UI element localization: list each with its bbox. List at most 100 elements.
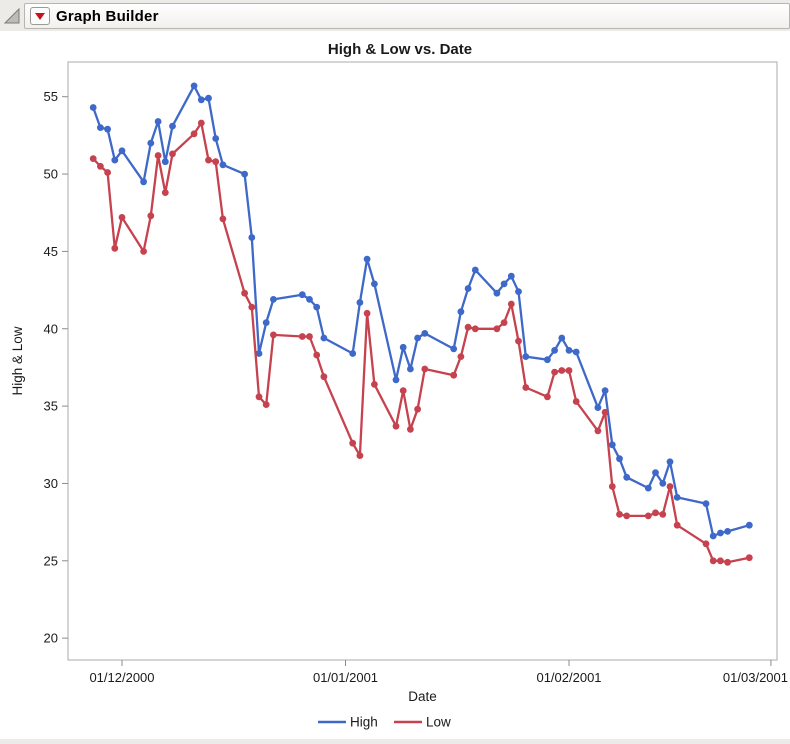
data-point-high[interactable] bbox=[565, 347, 573, 354]
data-point-low[interactable] bbox=[745, 554, 753, 562]
data-point-high[interactable] bbox=[414, 334, 421, 342]
legend-item-low[interactable]: Low bbox=[394, 715, 451, 730]
data-point-high[interactable] bbox=[399, 343, 407, 351]
data-point-high[interactable] bbox=[255, 350, 263, 357]
data-point-high[interactable] bbox=[270, 296, 277, 303]
data-point-low[interactable] bbox=[558, 367, 566, 374]
data-point-high[interactable] bbox=[313, 303, 321, 311]
red-triangle-menu-button[interactable] bbox=[30, 7, 50, 25]
data-point-low[interactable] bbox=[572, 398, 580, 405]
data-point-high[interactable] bbox=[616, 455, 623, 463]
data-point-high[interactable] bbox=[306, 296, 313, 303]
data-point-high[interactable] bbox=[356, 299, 364, 306]
data-point-high[interactable] bbox=[457, 308, 465, 316]
data-point-high[interactable] bbox=[140, 178, 148, 186]
chart-title[interactable]: High & Low vs. Date bbox=[328, 41, 472, 58]
data-point-low[interactable] bbox=[450, 371, 458, 379]
data-point-high[interactable] bbox=[212, 135, 220, 142]
data-point-high[interactable] bbox=[392, 376, 400, 384]
data-point-high[interactable] bbox=[558, 334, 566, 342]
data-point-low[interactable] bbox=[724, 558, 731, 566]
data-point-low[interactable] bbox=[515, 337, 522, 345]
data-point-low[interactable] bbox=[594, 427, 602, 435]
data-point-low[interactable] bbox=[89, 155, 97, 162]
data-point-high[interactable] bbox=[507, 272, 515, 280]
data-point-high[interactable] bbox=[544, 356, 551, 364]
data-point-low[interactable] bbox=[702, 540, 710, 548]
data-point-high[interactable] bbox=[104, 125, 111, 133]
data-point-high[interactable] bbox=[205, 94, 212, 102]
data-point-low[interactable] bbox=[363, 309, 371, 317]
data-point-high[interactable] bbox=[371, 280, 378, 288]
data-point-low[interactable] bbox=[313, 351, 321, 359]
data-point-low[interactable] bbox=[399, 387, 407, 394]
data-point-low[interactable] bbox=[659, 511, 667, 518]
data-point-low[interactable] bbox=[608, 483, 616, 490]
data-point-high[interactable] bbox=[147, 139, 155, 147]
data-point-low[interactable] bbox=[190, 130, 198, 138]
data-point-high[interactable] bbox=[500, 280, 508, 288]
data-point-low[interactable] bbox=[457, 353, 465, 360]
outline-collapse-icon[interactable] bbox=[3, 7, 21, 25]
data-point-high[interactable] bbox=[363, 255, 371, 263]
data-point-high[interactable] bbox=[515, 288, 522, 295]
data-point-low[interactable] bbox=[97, 162, 104, 170]
data-point-low[interactable] bbox=[565, 367, 573, 374]
data-point-low[interactable] bbox=[104, 169, 111, 176]
data-point-high[interactable] bbox=[471, 266, 479, 274]
data-point-high[interactable] bbox=[111, 156, 119, 164]
data-point-low[interactable] bbox=[205, 156, 212, 164]
data-point-low[interactable] bbox=[392, 422, 400, 430]
data-point-low[interactable] bbox=[298, 333, 306, 340]
data-point-low[interactable] bbox=[212, 158, 220, 166]
data-point-low[interactable] bbox=[147, 212, 155, 220]
data-point-high[interactable] bbox=[709, 532, 717, 540]
data-point-low[interactable] bbox=[544, 393, 551, 401]
data-point-high[interactable] bbox=[745, 521, 753, 529]
data-point-high[interactable] bbox=[666, 458, 674, 466]
data-point-low[interactable] bbox=[111, 244, 119, 252]
data-point-low[interactable] bbox=[356, 452, 364, 459]
data-point-high[interactable] bbox=[464, 285, 472, 292]
data-point-low[interactable] bbox=[500, 319, 508, 326]
data-point-low[interactable] bbox=[255, 393, 263, 401]
data-point-low[interactable] bbox=[522, 384, 530, 391]
data-point-low[interactable] bbox=[464, 323, 472, 331]
data-point-low[interactable] bbox=[248, 303, 256, 311]
data-point-low[interactable] bbox=[161, 189, 169, 197]
data-point-low[interactable] bbox=[414, 405, 421, 413]
data-point-low[interactable] bbox=[493, 325, 501, 333]
data-point-low[interactable] bbox=[219, 215, 227, 223]
data-point-low[interactable] bbox=[623, 512, 631, 520]
data-point-low[interactable] bbox=[616, 511, 623, 518]
data-point-high[interactable] bbox=[161, 158, 169, 166]
data-point-high[interactable] bbox=[450, 345, 458, 353]
data-point-low[interactable] bbox=[349, 439, 357, 447]
data-point-low[interactable] bbox=[169, 150, 176, 158]
data-point-low[interactable] bbox=[507, 300, 515, 308]
data-point-low[interactable] bbox=[371, 381, 378, 388]
data-point-high[interactable] bbox=[97, 124, 104, 131]
data-point-high[interactable] bbox=[407, 365, 414, 373]
data-point-high[interactable] bbox=[421, 330, 429, 337]
data-point-high[interactable] bbox=[349, 350, 357, 357]
data-point-high[interactable] bbox=[623, 473, 631, 481]
data-point-low[interactable] bbox=[320, 373, 328, 381]
data-point-low[interactable] bbox=[306, 333, 313, 340]
data-point-low[interactable] bbox=[666, 483, 674, 490]
legend-item-high[interactable]: High bbox=[318, 715, 378, 730]
data-point-high[interactable] bbox=[320, 334, 328, 342]
data-point-high[interactable] bbox=[190, 82, 198, 90]
data-point-low[interactable] bbox=[421, 365, 429, 373]
data-point-low[interactable] bbox=[270, 331, 277, 339]
data-point-high[interactable] bbox=[702, 500, 710, 507]
data-point-high[interactable] bbox=[572, 348, 580, 356]
data-point-high[interactable] bbox=[652, 469, 659, 476]
data-point-low[interactable] bbox=[652, 509, 659, 517]
data-point-low[interactable] bbox=[241, 289, 249, 297]
data-point-high[interactable] bbox=[262, 319, 270, 326]
data-point-high[interactable] bbox=[89, 104, 97, 111]
data-point-high[interactable] bbox=[197, 96, 205, 104]
data-point-high[interactable] bbox=[717, 529, 724, 537]
data-point-low[interactable] bbox=[118, 214, 126, 221]
